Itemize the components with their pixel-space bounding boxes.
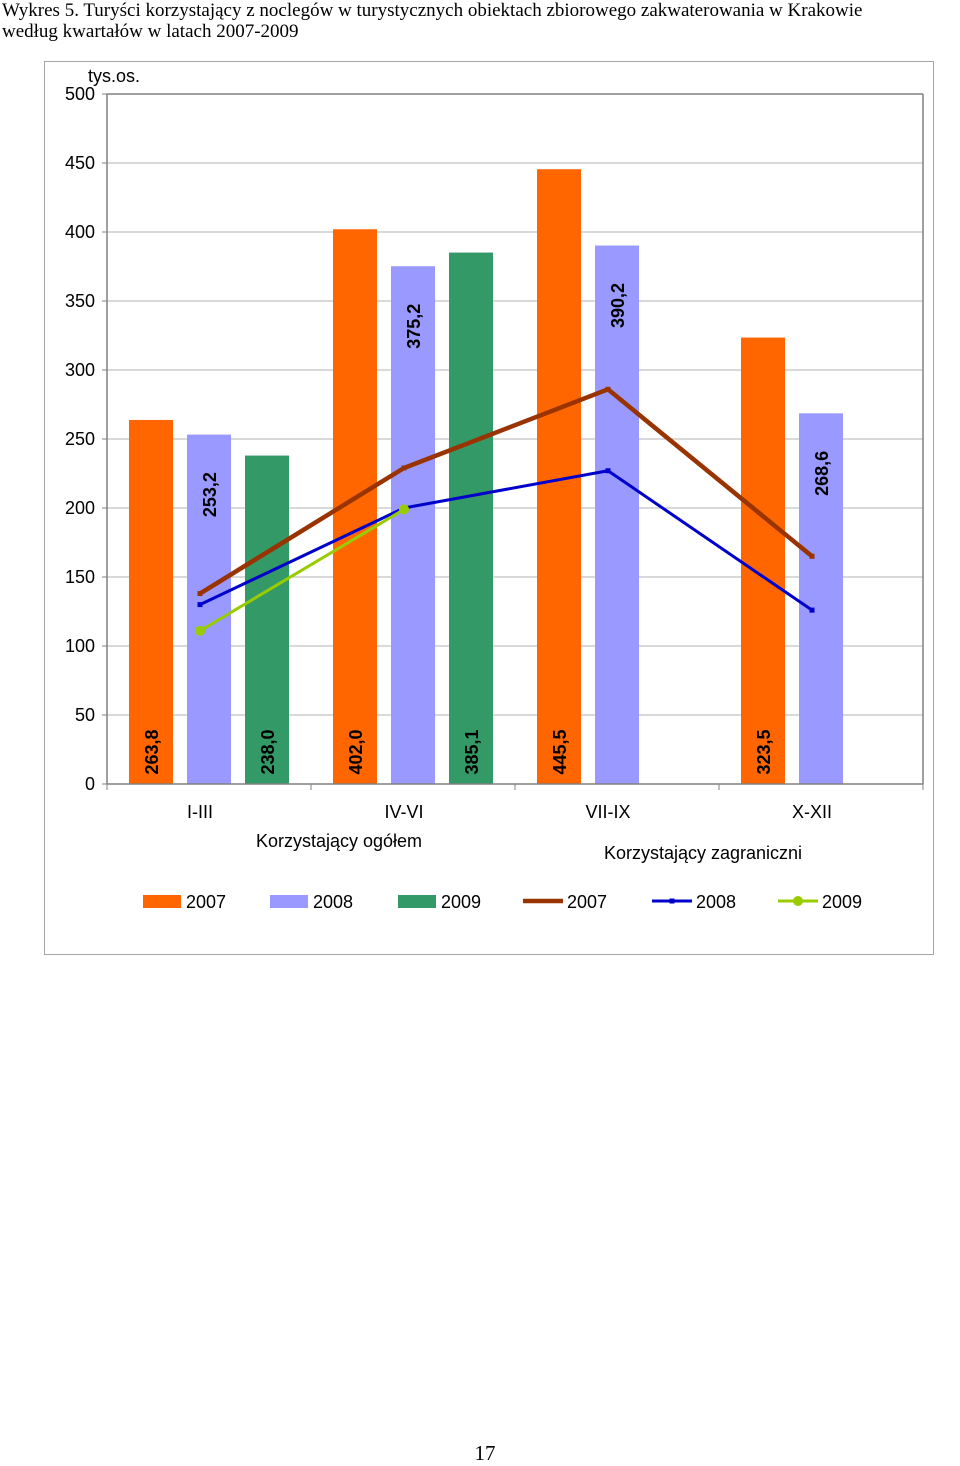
legend-swatch-bar-2007	[143, 895, 181, 908]
y-tick-label: 300	[65, 360, 95, 380]
y-tick-label: 200	[65, 498, 95, 518]
y-tick-label: 350	[65, 291, 95, 311]
bar-2008-IV-VI	[391, 266, 435, 784]
legend-label: 2009	[441, 892, 481, 912]
line-marker	[197, 591, 203, 597]
y-tick-label: 150	[65, 567, 95, 587]
y-tick-label: 250	[65, 429, 95, 449]
y-tick-label: 100	[65, 636, 95, 656]
legend-swatch-bar-2009	[398, 895, 436, 908]
data-label: 263,8	[142, 729, 162, 774]
y-tick-label: 0	[85, 774, 95, 794]
data-label: 375,2	[404, 304, 424, 349]
bar-2009-IV-VI	[449, 252, 493, 784]
line-series-2007	[198, 387, 814, 596]
line-marker	[401, 465, 407, 471]
chart-title-line-2: według kwartałów w latach 2007-2009	[2, 21, 299, 42]
y-tick-label: 50	[75, 705, 95, 725]
line-marker	[195, 625, 205, 636]
y-tick-label: 400	[65, 222, 95, 242]
line-series-2008	[199, 469, 813, 612]
legend-swatch-bar-2008	[270, 895, 308, 908]
legend-label: 2008	[696, 892, 736, 912]
data-label: 268,6	[812, 451, 832, 496]
legend-label: 2007	[567, 892, 607, 912]
line-marker	[809, 607, 815, 613]
bar-2007-X-XII	[741, 337, 785, 784]
line-marker	[197, 602, 203, 608]
y-tick-label: 500	[65, 84, 95, 104]
chart-title: Wykres 5. Turyści korzystający z noclegó…	[2, 0, 958, 42]
legend-label: 2008	[313, 892, 353, 912]
data-label: 253,2	[200, 472, 220, 517]
data-label: 402,0	[346, 729, 366, 774]
chart-title-line-1: Wykres 5. Turyści korzystający z noclegó…	[2, 0, 863, 21]
line-marker	[809, 553, 815, 559]
legend-marker	[669, 898, 675, 904]
y-unit-label: tys.os.	[88, 66, 140, 86]
data-label: 238,0	[258, 729, 278, 774]
line-marker	[605, 386, 611, 392]
bar-2009-I-III	[245, 455, 289, 784]
bar-2008-I-III	[187, 434, 231, 784]
bar-2008-VII-IX	[595, 245, 639, 785]
legend-label: 2007	[186, 892, 226, 912]
line-series-2009	[199, 508, 405, 633]
legend-marker	[793, 896, 803, 906]
line-marker	[399, 504, 409, 515]
line-marker	[605, 468, 611, 474]
data-label: 323,5	[754, 729, 774, 774]
x-category-label: I-III	[187, 802, 213, 822]
x-category-label: X-XII	[792, 802, 832, 822]
data-label: 390,2	[608, 283, 628, 328]
page-number: 17	[474, 1441, 496, 1465]
bar-2007-I-III	[129, 419, 173, 784]
data-label: 385,1	[462, 729, 482, 774]
line-group-label: Korzystający zagraniczni	[604, 843, 802, 863]
x-category-label: IV-VI	[384, 802, 423, 822]
legend-label: 2009	[822, 892, 862, 912]
bar-group-label: Korzystający ogółem	[256, 831, 422, 851]
y-tick-label: 450	[65, 153, 95, 173]
x-category-label: VII-IX	[585, 802, 630, 822]
chart-frame	[44, 61, 934, 955]
bar-2008-X-XII	[799, 413, 843, 784]
data-label: 445,5	[550, 729, 570, 774]
